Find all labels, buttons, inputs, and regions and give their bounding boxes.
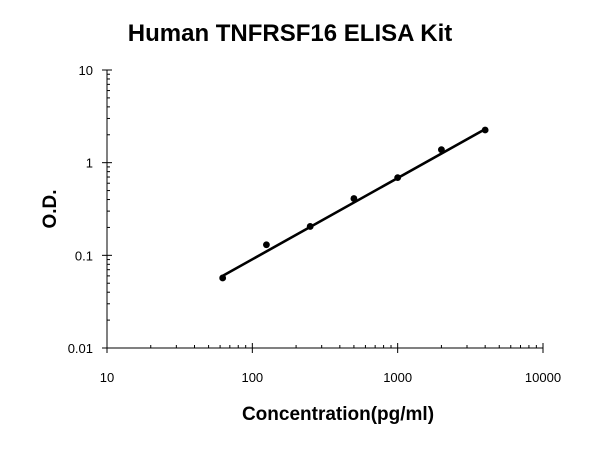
y-tick-label: 1 [86,156,93,171]
x-tick-label: 10 [100,370,114,385]
y-tick-label: 0.01 [68,341,93,356]
axis-ticks [102,69,544,353]
data-point [481,126,489,134]
x-tick-label: 1000 [383,370,412,385]
data-points [219,126,489,282]
fit-line [221,127,487,278]
x-axis-title: Concentration(pg/ml) [242,404,434,425]
x-tick-label: 10000 [525,370,561,385]
x-tick-label: 100 [241,370,263,385]
data-point [263,241,270,249]
data-point [350,195,358,202]
y-tick-label: 0.1 [75,248,93,263]
data-point [219,274,227,282]
data-point [306,223,314,230]
axis-tick-labels: 10 1 0.1 0.01 10 100 1000 10000 [68,63,561,385]
fit-line-group [221,127,487,278]
chart-title: Human TNFRSF16 ELISA Kit [128,20,452,47]
y-tick-label: 10 [79,63,93,78]
axes [106,70,543,349]
data-point [394,174,402,181]
y-axis-title: O.D. [40,189,61,228]
data-point [438,146,445,154]
